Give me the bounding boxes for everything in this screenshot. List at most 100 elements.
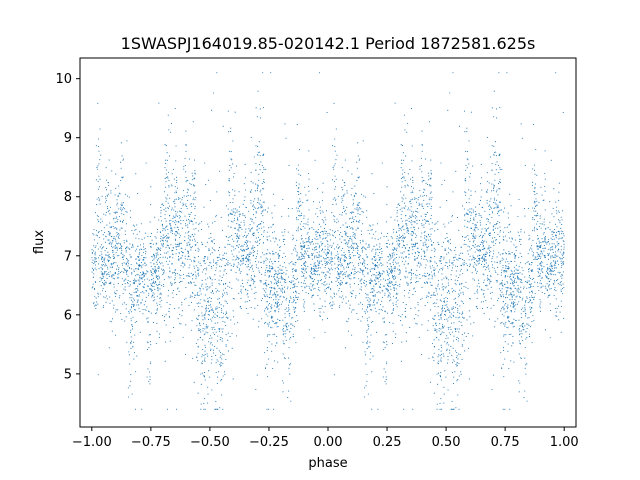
data-point [559, 257, 561, 259]
data-point [473, 279, 475, 281]
data-point [403, 263, 405, 265]
data-point [103, 282, 105, 284]
data-point [285, 273, 287, 275]
data-point [218, 290, 220, 292]
data-point [188, 255, 190, 257]
data-point [361, 210, 363, 212]
data-point [490, 281, 492, 283]
data-point [103, 296, 105, 298]
data-point [240, 285, 242, 287]
data-point [349, 286, 351, 288]
data-point [307, 185, 310, 187]
data-point [242, 249, 244, 251]
data-point [261, 227, 263, 229]
data-point [183, 195, 185, 197]
data-point [171, 185, 173, 187]
data-point [311, 268, 313, 270]
data-point [446, 253, 448, 255]
data-point [254, 251, 256, 253]
data-point [543, 218, 545, 220]
data-point [236, 218, 239, 220]
data-point [251, 220, 253, 222]
data-point [356, 161, 358, 163]
data-point [279, 281, 281, 283]
data-point [219, 356, 221, 359]
data-point [194, 240, 196, 242]
data-point [113, 304, 115, 306]
data-point [215, 308, 217, 311]
data-point [116, 265, 118, 267]
data-point [356, 248, 359, 250]
data-point [278, 246, 281, 248]
data-point [114, 194, 116, 196]
data-point [111, 170, 113, 172]
data-point [443, 393, 445, 395]
data-point [456, 258, 458, 260]
data-point [194, 260, 196, 262]
data-point [312, 294, 314, 296]
data-point [430, 199, 432, 201]
data-point [535, 214, 537, 216]
data-point [431, 342, 434, 345]
data-point [550, 268, 552, 270]
data-point [484, 285, 486, 287]
data-point [420, 236, 422, 238]
data-point [390, 269, 392, 271]
data-point [501, 168, 503, 170]
data-point [322, 233, 324, 235]
data-point [178, 290, 180, 292]
data-point [357, 252, 359, 254]
data-point [368, 245, 370, 247]
data-point [252, 205, 254, 207]
data-point [524, 263, 526, 265]
data-point [205, 279, 207, 281]
data-point [139, 231, 141, 233]
data-point [324, 249, 326, 251]
data-point [545, 287, 547, 289]
data-point [131, 272, 133, 274]
data-point [104, 241, 106, 243]
data-point [189, 296, 191, 298]
data-point [393, 228, 395, 231]
data-point [513, 361, 515, 363]
data-point [403, 159, 405, 161]
data-point [244, 301, 246, 303]
data-point [414, 221, 416, 223]
data-point [317, 281, 320, 283]
data-point [307, 244, 309, 247]
data-point [347, 245, 349, 247]
data-point [159, 248, 161, 250]
data-point [126, 140, 128, 142]
data-point [465, 212, 467, 214]
data-point [410, 271, 412, 273]
data-point [521, 333, 523, 335]
data-point [223, 305, 225, 307]
data-point [411, 160, 413, 162]
data-point [135, 173, 137, 175]
data-point [157, 284, 159, 287]
data-point [425, 258, 427, 260]
data-point [297, 190, 299, 192]
data-point [157, 287, 159, 289]
data-point [437, 241, 439, 243]
data-point [170, 281, 172, 283]
data-point [464, 350, 466, 352]
data-point [531, 181, 534, 183]
data-point [205, 273, 207, 275]
data-point [204, 328, 206, 330]
data-point [349, 307, 351, 309]
data-point [103, 238, 105, 240]
data-point [198, 249, 200, 251]
data-point [98, 200, 100, 202]
data-point [270, 280, 272, 283]
data-point [511, 296, 513, 298]
data-point [119, 271, 122, 274]
data-point [400, 229, 403, 231]
data-point [299, 223, 301, 225]
data-point [231, 253, 233, 255]
data-point [181, 211, 183, 213]
data-point [477, 279, 480, 281]
data-point [298, 281, 300, 283]
data-point [184, 223, 187, 225]
data-point [269, 287, 271, 289]
